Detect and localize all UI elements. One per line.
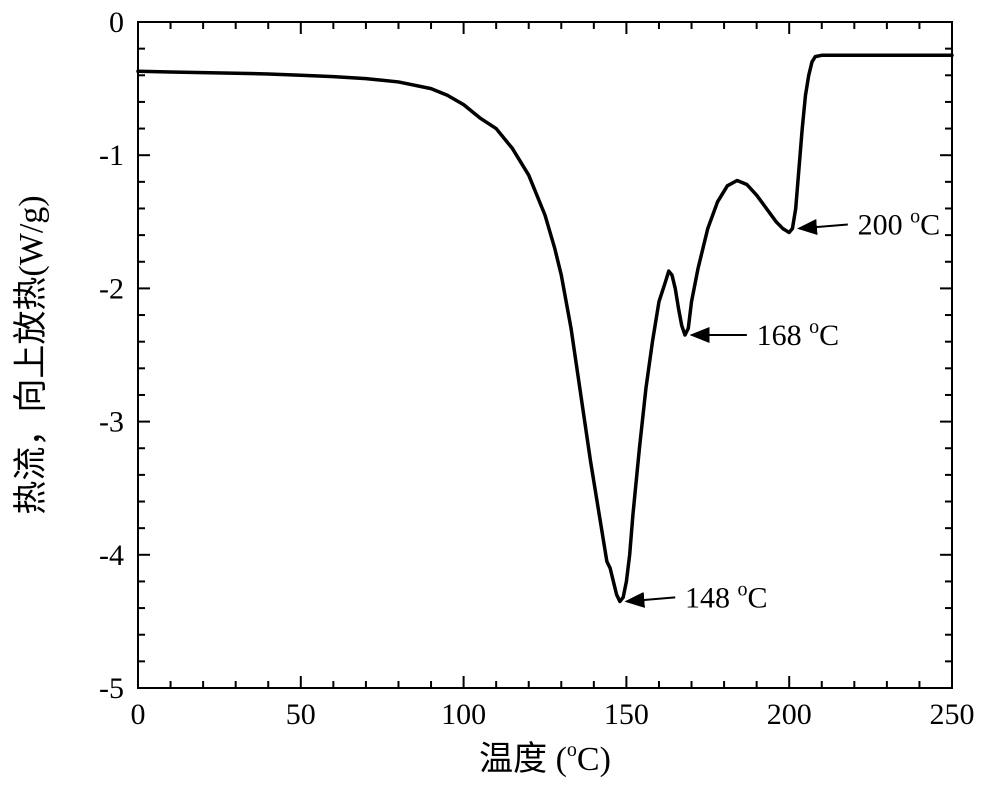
x-tick-label: 50	[286, 698, 316, 731]
chart-svg: 0 50 100 150 200 250 -5 -4 -3 -2 -1 0 温度 (oC) 热流，向上放热…	[0, 0, 1000, 808]
y-tick-label: 0	[109, 6, 124, 39]
y-tick-label: -1	[99, 139, 124, 172]
x-tick-label: 200	[767, 698, 812, 731]
annotation-label: 200 oC	[858, 205, 941, 241]
annotation-label: 168 oC	[757, 316, 840, 352]
x-tick-label: 0	[131, 698, 146, 731]
y-axis-title: 热流，向上放热(W/g)	[12, 195, 50, 514]
y-tick-label: -3	[99, 406, 124, 439]
annotation-arrow	[799, 224, 848, 228]
x-tick-label: 100	[441, 698, 486, 731]
y-tick-label: -4	[99, 539, 124, 572]
x-tick-label: 150	[604, 698, 649, 731]
annotation-arrow	[626, 597, 675, 601]
y-tick-label: -2	[99, 272, 124, 305]
dsc-chart: 0 50 100 150 200 250 -5 -4 -3 -2 -1 0 温度 (oC) 热流，向上放热…	[0, 0, 1000, 808]
plot-box	[138, 22, 952, 688]
x-axis-title: 温度 (oC)	[479, 739, 611, 778]
y-tick-label: -5	[99, 672, 124, 705]
annotation-label: 148 oC	[685, 578, 768, 614]
x-tick-label: 250	[930, 698, 975, 731]
